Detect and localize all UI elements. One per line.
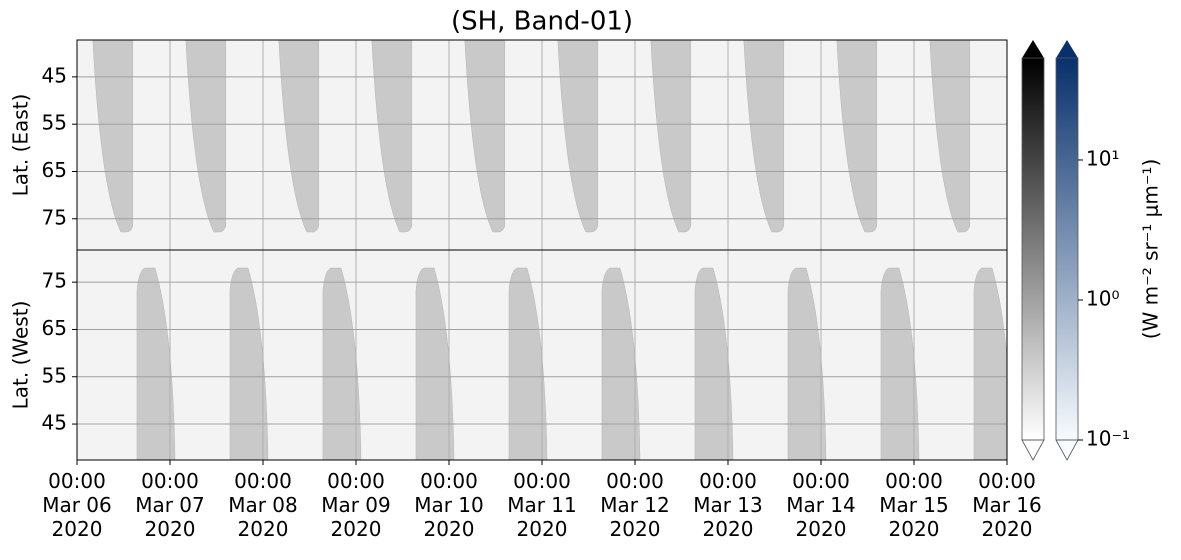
colorbar-label: (W m⁻² sr⁻¹ μm⁻¹) bbox=[1139, 159, 1163, 340]
colorbar-extend-max bbox=[1056, 40, 1078, 58]
swath bbox=[650, 40, 692, 233]
colorbar-frame bbox=[1055, 57, 1079, 441]
x-tick-label: 00:00 Mar 12 2020 bbox=[600, 469, 670, 541]
y-tick-label: 55 bbox=[42, 363, 67, 387]
y-axis-label: Lat. (West) bbox=[9, 301, 33, 410]
swath bbox=[836, 40, 878, 233]
plot-frame bbox=[76, 249, 1008, 461]
x-tick-label: 00:00 Mar 14 2020 bbox=[786, 469, 856, 541]
colorbar-tick-label: 10⁻¹ bbox=[1086, 427, 1130, 451]
colorbar-extend-max bbox=[1022, 40, 1044, 58]
swath bbox=[371, 40, 413, 233]
swath bbox=[929, 40, 971, 233]
colorbar-extend-min bbox=[1021, 439, 1045, 461]
colorbar-extend-min bbox=[1055, 439, 1079, 461]
y-tick-label: 65 bbox=[42, 316, 67, 340]
x-tick-label: 00:00 Mar 08 2020 bbox=[228, 469, 298, 541]
swath-layer bbox=[92, 40, 971, 233]
x-tick-label: 00:00 Mar 09 2020 bbox=[321, 469, 391, 541]
x-tick-label: 00:00 Mar 13 2020 bbox=[693, 469, 763, 541]
colorbar bbox=[1022, 58, 1044, 440]
colorbar-tick-label: 10¹ bbox=[1086, 146, 1119, 170]
y-tick-label: 65 bbox=[42, 158, 67, 182]
colorbar bbox=[1056, 58, 1078, 440]
y-tick-label: 75 bbox=[42, 269, 67, 293]
y-axis-label: Lat. (East) bbox=[9, 94, 33, 197]
y-tick-label: 75 bbox=[42, 205, 67, 229]
x-tick-label: 00:00 Mar 10 2020 bbox=[414, 469, 484, 541]
x-tick-label: 00:00 Mar 11 2020 bbox=[507, 469, 577, 541]
swath bbox=[557, 40, 599, 233]
swath bbox=[185, 40, 227, 233]
swath bbox=[464, 40, 506, 233]
y-tick-label: 45 bbox=[42, 63, 67, 87]
x-tick-label: 00:00 Mar 06 2020 bbox=[42, 469, 112, 541]
y-tick-label: 45 bbox=[42, 411, 67, 435]
swath bbox=[278, 40, 320, 233]
swath bbox=[92, 40, 134, 233]
x-tick-label: 00:00 Mar 07 2020 bbox=[135, 469, 205, 541]
x-tick-label: 00:00 Mar 15 2020 bbox=[879, 469, 949, 541]
y-tick-label: 55 bbox=[42, 111, 67, 135]
chart-title: (SH, Band-01) bbox=[451, 7, 633, 37]
swath bbox=[743, 40, 785, 233]
swath-layer bbox=[136, 267, 1007, 460]
colorbar-tick-label: 10⁰ bbox=[1086, 286, 1119, 310]
colorbar-frame bbox=[1021, 57, 1045, 441]
x-tick-label: 00:00 Mar 16 2020 bbox=[972, 469, 1042, 541]
